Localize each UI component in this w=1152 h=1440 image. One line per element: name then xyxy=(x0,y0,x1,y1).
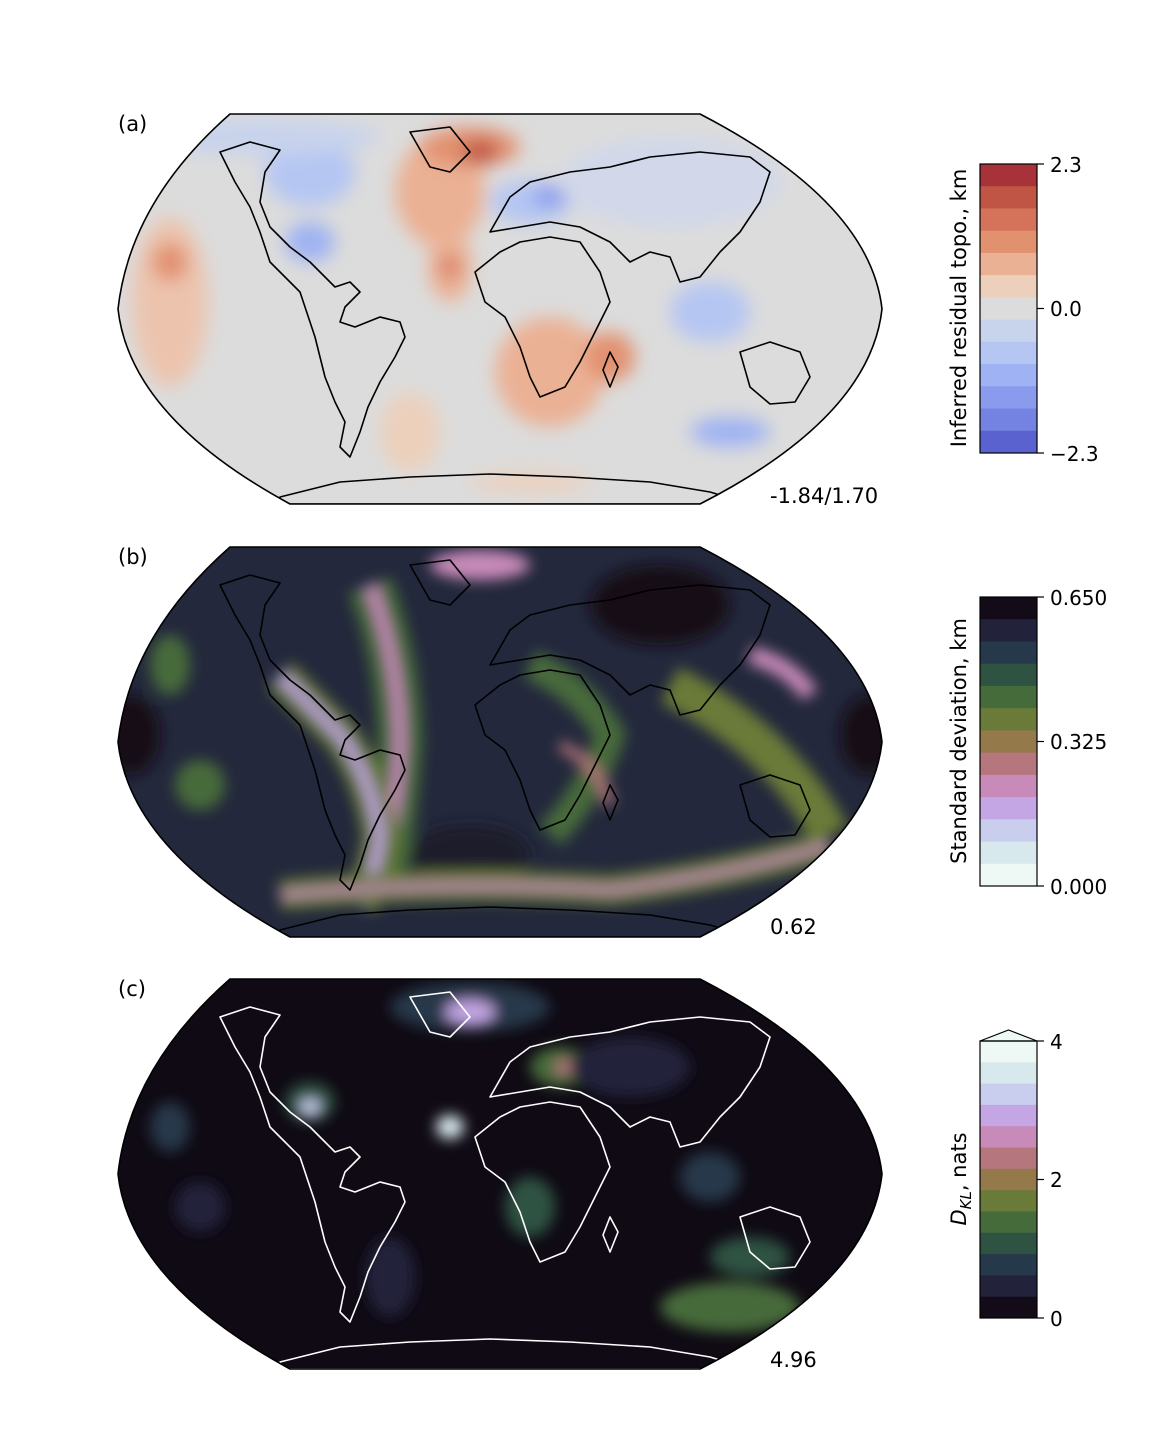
colorbar-swatch xyxy=(980,1211,1037,1233)
colorbar-swatch xyxy=(980,686,1037,709)
colorbar-swatch xyxy=(980,1190,1037,1212)
colorbar-swatch xyxy=(980,320,1037,343)
colorbar-swatch xyxy=(980,619,1037,642)
panel-b: (b) xyxy=(0,545,1152,965)
colorbar-swatches xyxy=(980,1041,1037,1319)
colorbar-swatch xyxy=(980,797,1037,820)
colorbar-swatch xyxy=(980,1126,1037,1148)
colorbar-swatch xyxy=(980,431,1037,454)
colorbar-swatch xyxy=(980,708,1037,731)
colorbar-swatch xyxy=(980,730,1037,753)
colorbar-swatch xyxy=(980,641,1037,664)
colorbar-swatch xyxy=(980,1105,1037,1127)
colorbar-swatch xyxy=(980,386,1037,409)
colorbar-swatch xyxy=(980,1233,1037,1255)
colorbar-tick-mid: 0.325 xyxy=(1050,730,1107,754)
colorbar-tick-bottom: 0.000 xyxy=(1050,875,1107,899)
map-standard-deviation xyxy=(110,545,890,941)
colorbar-tick-mid: 0.0 xyxy=(1050,297,1082,321)
colorbar-swatch xyxy=(980,364,1037,387)
colorbar-swatch xyxy=(980,409,1037,432)
colorbar: 2.3 0.0 −2.3 Inferred residual topo., km xyxy=(940,112,1140,442)
colorbar-swatch xyxy=(980,753,1037,776)
colorbar-swatch xyxy=(980,864,1037,887)
colorbar-swatch xyxy=(980,1062,1037,1084)
colorbar-title: DKL, nats xyxy=(947,1132,975,1225)
colorbar-tick-bottom: 0 xyxy=(1050,1307,1063,1331)
panel-range-value: -1.84/1.70 xyxy=(770,484,878,508)
colorbar-swatch xyxy=(980,1254,1037,1276)
colorbar-swatches xyxy=(980,597,1037,887)
colorbar-tick-top: 4 xyxy=(1050,1030,1063,1054)
panel-max-value: 4.96 xyxy=(770,1348,817,1372)
colorbar-title: Standard deviation, km xyxy=(947,618,971,864)
colorbar-tick-top: 0.650 xyxy=(1050,586,1107,610)
colorbar-swatch xyxy=(980,208,1037,231)
colorbar-swatch xyxy=(980,1148,1037,1170)
colorbar-swatch xyxy=(980,842,1037,865)
colorbar: 0.650 0.325 0.000 Standard deviation, km xyxy=(940,545,1140,895)
panel-a: (a) xyxy=(0,112,1152,532)
colorbar-swatch xyxy=(980,1084,1037,1106)
colorbar-swatch xyxy=(980,253,1037,276)
colorbar-swatch xyxy=(980,1041,1037,1063)
panel-max-value: 0.62 xyxy=(770,915,817,939)
colorbar-tick-mid: 2 xyxy=(1050,1168,1063,1192)
colorbar-swatch xyxy=(980,342,1037,365)
colorbar-tick-bottom: −2.3 xyxy=(1050,442,1099,466)
colorbar-swatch xyxy=(980,297,1037,320)
colorbar-swatch xyxy=(980,231,1037,254)
colorbar-swatches xyxy=(980,164,1037,454)
map-residual-topography xyxy=(110,112,890,508)
colorbar-tick-top: 2.3 xyxy=(1050,153,1082,177)
panel-c: (c) xyxy=(0,977,1152,1397)
colorbar-swatch xyxy=(980,1169,1037,1191)
colorbar-swatch xyxy=(980,775,1037,798)
colorbar-swatch xyxy=(980,1275,1037,1297)
colorbar-extend-arrow xyxy=(980,1030,1037,1041)
colorbar: 4 2 0 DKL, nats xyxy=(940,977,1140,1327)
map-kl-divergence xyxy=(110,977,890,1373)
colorbar-swatch xyxy=(980,664,1037,687)
colorbar-swatch xyxy=(980,597,1037,620)
colorbar-swatch xyxy=(980,819,1037,842)
colorbar-swatch xyxy=(980,275,1037,298)
colorbar-swatch xyxy=(980,164,1037,187)
colorbar-title: Inferred residual topo., km xyxy=(947,169,971,448)
colorbar-swatch xyxy=(980,1297,1037,1319)
colorbar-swatch xyxy=(980,186,1037,209)
